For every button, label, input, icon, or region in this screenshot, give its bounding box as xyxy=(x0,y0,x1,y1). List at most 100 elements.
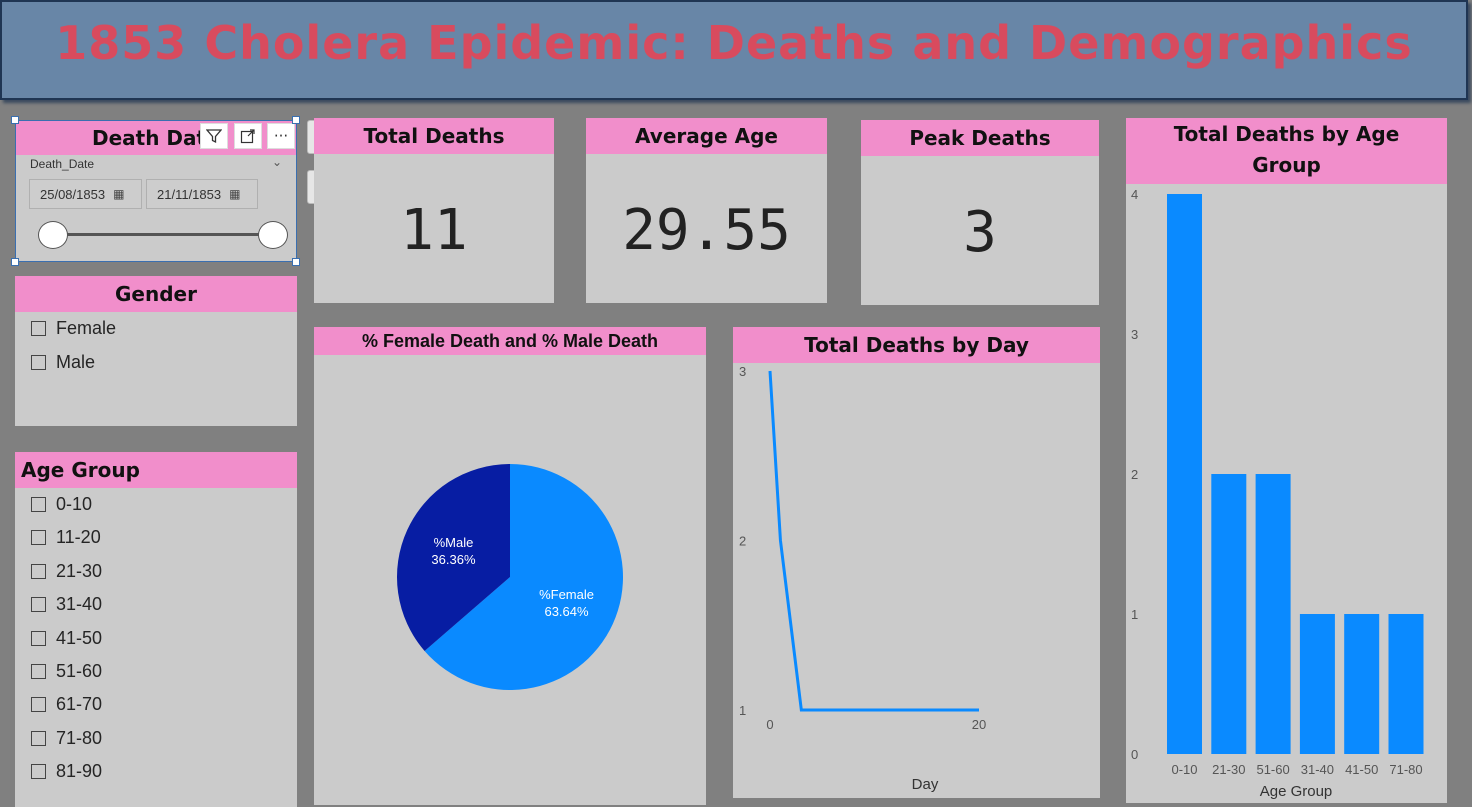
kpi-peak-deaths[interactable]: Peak Deaths 3 xyxy=(861,120,1099,305)
bar[interactable] xyxy=(1167,194,1202,754)
slicer-option-label: 51-60 xyxy=(56,661,103,681)
bar[interactable] xyxy=(1388,614,1424,754)
bar[interactable] xyxy=(1344,614,1380,754)
y-tick-label: 0 xyxy=(1131,747,1138,762)
x-tick-label: 31-40 xyxy=(1301,762,1334,777)
checkbox[interactable] xyxy=(31,597,46,613)
slicer-option[interactable]: Male xyxy=(31,352,95,373)
kpi-value: 3 xyxy=(963,200,997,265)
slicer-option[interactable]: 81-90 xyxy=(31,761,102,782)
resize-handle[interactable] xyxy=(11,116,19,124)
chart-title: Total Deaths by Age Group xyxy=(1126,118,1447,184)
calendar-icon[interactable]: ▦ xyxy=(229,187,241,201)
x-axis-label: Day xyxy=(912,776,939,793)
pie-slice-name: %Female xyxy=(539,587,594,602)
calendar-icon[interactable]: ▦ xyxy=(113,187,125,201)
slicer-option[interactable]: 41-50 xyxy=(31,628,102,649)
slicer-option[interactable]: 61-70 xyxy=(31,694,102,715)
slicer-option[interactable]: 31-40 xyxy=(31,594,102,615)
range-slider-end-handle[interactable] xyxy=(258,221,288,249)
slicer-option[interactable]: Female xyxy=(31,318,116,339)
report-title: 1853 Cholera Epidemic: Deaths and Demogr… xyxy=(55,16,1413,70)
slicer-option-label: 11-20 xyxy=(56,527,101,548)
y-tick-label: 2 xyxy=(739,534,746,549)
checkbox[interactable] xyxy=(31,355,46,370)
more-options-icon[interactable]: ··· xyxy=(267,123,295,149)
pie-slice-name: %Male xyxy=(434,535,474,550)
kpi-title: Total Deaths xyxy=(314,118,554,154)
kpi-average-age[interactable]: Average Age 29.55 xyxy=(586,118,827,303)
date-field-label: Death_Date xyxy=(30,157,95,171)
kpi-title: Average Age xyxy=(586,118,827,154)
range-slider-track[interactable] xyxy=(52,233,274,236)
slicer-option[interactable]: 51-60 xyxy=(31,661,102,682)
checkbox[interactable] xyxy=(31,697,46,713)
start-date-input[interactable]: 25/08/1853 ▦ xyxy=(29,179,142,209)
y-tick-label: 3 xyxy=(739,364,746,379)
slicer-option-label: 61-70 xyxy=(56,694,103,715)
checkbox[interactable] xyxy=(31,664,46,679)
bar-chart: 0 1 2 3 4 0-10 21-30 51-60 31-40 41-50 71-80 Age Gr… xyxy=(1131,187,1424,800)
slicer-option[interactable]: 11-20 xyxy=(31,527,101,548)
y-tick-label: 1 xyxy=(1131,607,1138,622)
filter-icon[interactable] xyxy=(200,123,228,149)
resize-handle[interactable] xyxy=(292,116,300,124)
pie-chart: %Female 63.64% %Male 36.36% xyxy=(397,464,623,690)
slicer-option-label: 0-10 xyxy=(56,494,93,514)
gender-pie-card[interactable]: % Female Death and % Male Death %Female 6… xyxy=(314,327,706,805)
resize-handle[interactable] xyxy=(292,258,300,266)
deaths-by-age-card[interactable]: Total Deaths by Age Group 0 1 2 3 4 0-10 21-30… xyxy=(1126,118,1447,803)
x-tick-label: 0 xyxy=(766,717,773,732)
slicer-option-label: 21-30 xyxy=(56,560,103,581)
kpi-value: 11 xyxy=(400,198,468,263)
series-line[interactable] xyxy=(768,370,979,712)
x-tick-label: 20 xyxy=(972,717,986,732)
resize-handle[interactable] xyxy=(11,258,19,266)
line-chart: 1 2 3 0 20 Day xyxy=(739,364,986,793)
slicer-option-label: 81-90 xyxy=(56,761,103,782)
chart-title: % Female Death and % Male Death xyxy=(314,327,706,355)
gender-slicer[interactable]: Gender Female Male xyxy=(15,276,297,426)
pie-slice-value: 63.64% xyxy=(544,604,589,619)
x-tick-label: 0-10 xyxy=(1171,762,1197,777)
age-group-slicer[interactable]: Age Group 0-10 11-20 21-30 31-40 41-50 51-60 6… xyxy=(15,452,297,807)
y-tick-label: 1 xyxy=(739,703,746,718)
range-slider-start-handle[interactable] xyxy=(38,221,68,249)
y-tick-label: 3 xyxy=(1131,327,1138,342)
checkbox[interactable] xyxy=(31,730,46,746)
kpi-value: 29.55 xyxy=(622,198,791,263)
age-group-slicer-title: Age Group xyxy=(15,452,297,488)
checkbox[interactable] xyxy=(31,497,46,512)
y-tick-label: 2 xyxy=(1131,467,1138,482)
kpi-title: Peak Deaths xyxy=(861,120,1099,156)
x-tick-label: 51-60 xyxy=(1256,762,1289,777)
slicer-option[interactable]: 71-80 xyxy=(31,728,102,749)
x-tick-label: 21-30 xyxy=(1212,762,1245,777)
kpi-total-deaths[interactable]: Total Deaths 11 xyxy=(314,118,554,303)
slicer-option-label: 41-50 xyxy=(56,627,103,648)
slicer-option-label: 31-40 xyxy=(56,594,103,615)
focus-mode-icon[interactable] xyxy=(234,123,262,149)
gender-slicer-title: Gender xyxy=(15,276,297,312)
checkbox[interactable] xyxy=(31,563,46,579)
bar[interactable] xyxy=(1299,614,1335,754)
bar[interactable] xyxy=(1211,474,1247,754)
x-axis-label: Age Group xyxy=(1260,783,1333,800)
chevron-down-icon[interactable]: ⌄ xyxy=(272,155,283,169)
slicer-option[interactable]: 21-30 xyxy=(31,561,102,582)
checkbox[interactable] xyxy=(31,764,46,780)
pie-slice[interactable] xyxy=(397,464,510,651)
slicer-option-label: Male xyxy=(56,352,96,372)
checkbox[interactable] xyxy=(31,321,46,336)
deaths-by-day-card[interactable]: Total Deaths by Day 1 2 3 0 20 Day xyxy=(733,327,1100,798)
slicer-option[interactable]: 0-10 xyxy=(31,494,92,515)
slicer-option-label: 71-80 xyxy=(56,727,103,748)
report-banner: 1853 Cholera Epidemic: Deaths and Demogr… xyxy=(0,0,1468,100)
pie-slice[interactable] xyxy=(424,464,623,690)
end-date-input[interactable]: 21/11/1853 ▦ xyxy=(146,179,258,209)
checkbox[interactable] xyxy=(31,630,46,646)
checkbox[interactable] xyxy=(31,530,46,546)
slicer-option-label: Female xyxy=(56,318,117,338)
date-slicer[interactable]: Death Date ··· Death_Date ⌄ 25/08/1853 ▦ … xyxy=(15,120,297,262)
bar[interactable] xyxy=(1255,474,1291,754)
